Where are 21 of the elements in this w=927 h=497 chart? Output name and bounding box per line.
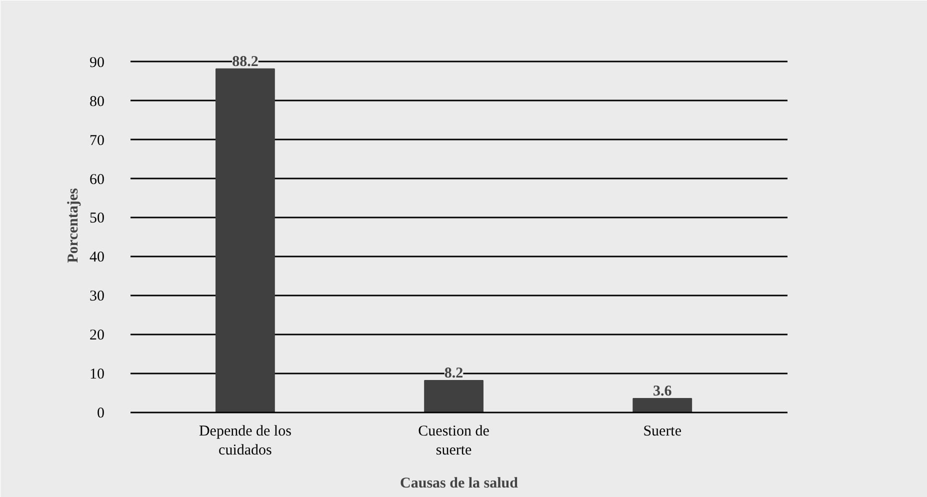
- y-tick-label: 70: [90, 132, 104, 149]
- x-tick-label: Suerte: [643, 424, 682, 440]
- y-tick-label: 40: [90, 250, 104, 266]
- y-tick-label: 90: [90, 54, 104, 71]
- data-label: 3.6: [652, 383, 672, 400]
- bar: [424, 380, 484, 412]
- y-tick-label: 50: [90, 210, 104, 227]
- bar: [632, 398, 692, 412]
- y-tick-label: 30: [90, 288, 104, 305]
- x-tick-label: Cuestion de suerte: [418, 424, 490, 459]
- y-tick-label: 10: [90, 366, 104, 383]
- y-tick-label: 20: [90, 328, 104, 344]
- data-label: 8.2: [444, 366, 464, 382]
- x-axis-title: Causas de la salud: [400, 476, 519, 492]
- x-tick-label: Depende de los cuidados: [198, 424, 292, 459]
- y-axis-title: Porcentajes: [66, 188, 82, 263]
- data-label: 88.2: [232, 54, 258, 70]
- bar: [216, 68, 275, 412]
- y-tick-label: 80: [90, 94, 104, 110]
- y-tick-label: 0: [97, 406, 104, 422]
- y-tick-label: 60: [90, 172, 104, 188]
